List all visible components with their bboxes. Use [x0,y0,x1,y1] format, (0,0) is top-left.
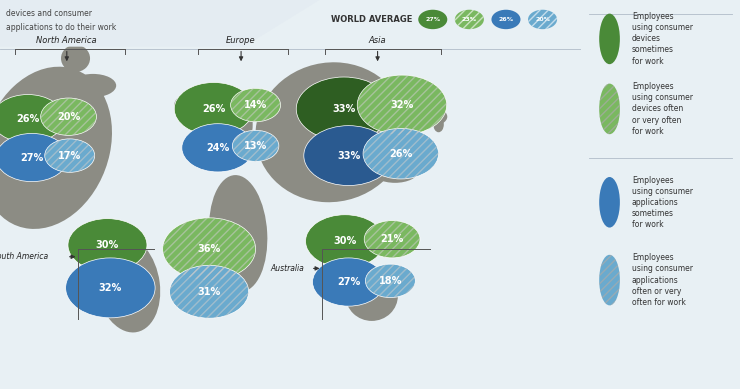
Circle shape [491,10,520,29]
Ellipse shape [371,159,418,183]
Ellipse shape [235,97,276,121]
Text: 27%: 27% [425,17,440,22]
Circle shape [41,98,96,135]
Ellipse shape [412,107,447,126]
Circle shape [364,221,420,258]
Circle shape [232,130,279,161]
Text: 26%: 26% [499,17,514,22]
Text: 30%: 30% [334,236,357,246]
Text: 21%: 21% [380,234,404,244]
Circle shape [0,133,68,182]
Text: 20%: 20% [535,17,550,22]
Circle shape [169,265,249,318]
Circle shape [66,258,155,318]
Circle shape [182,124,254,172]
Text: 20%: 20% [57,112,80,122]
Text: North America: North America [36,36,97,46]
Circle shape [366,264,415,298]
Text: Employees
using consumer
applications
often or very
often for work: Employees using consumer applications of… [632,253,693,307]
Text: 27%: 27% [20,152,44,163]
Text: 31%: 31% [198,287,221,297]
Ellipse shape [201,89,252,159]
Text: Employees
using consumer
applications
sometimes
for work: Employees using consumer applications so… [632,175,693,229]
Circle shape [68,219,147,272]
Text: 26%: 26% [389,149,412,159]
Text: 27%: 27% [337,277,360,287]
Circle shape [163,218,255,280]
Text: 30%: 30% [96,240,119,250]
Ellipse shape [209,175,267,292]
Text: applications to do their work: applications to do their work [6,23,116,32]
Ellipse shape [346,270,398,321]
Circle shape [231,88,280,122]
Ellipse shape [61,45,90,72]
Circle shape [418,10,447,29]
Ellipse shape [175,95,198,115]
Text: 14%: 14% [244,100,267,110]
Ellipse shape [95,235,161,333]
Circle shape [0,95,64,143]
Text: 26%: 26% [202,104,226,114]
Ellipse shape [70,74,116,97]
Circle shape [304,126,393,186]
Circle shape [599,177,620,228]
Text: devices and consumer: devices and consumer [6,9,92,18]
Text: 17%: 17% [58,151,81,161]
Text: 32%: 32% [98,283,122,293]
Text: 24%: 24% [206,143,229,153]
Text: 18%: 18% [379,276,402,286]
Text: 23%: 23% [462,17,477,22]
Ellipse shape [0,67,112,229]
Polygon shape [0,0,320,47]
Text: 33%: 33% [337,151,360,161]
Circle shape [296,77,391,141]
Text: 33%: 33% [332,104,355,114]
Text: Employees
using consumer
devices often
or very often
for work: Employees using consumer devices often o… [632,82,693,136]
Text: 32%: 32% [391,100,414,110]
Circle shape [312,258,385,306]
Ellipse shape [434,117,444,132]
Text: Employees
using consumer
devices
sometimes
for work: Employees using consumer devices sometim… [632,12,693,66]
Circle shape [175,82,253,135]
Ellipse shape [255,62,407,202]
Circle shape [599,14,620,64]
Text: 13%: 13% [244,141,267,151]
Circle shape [44,139,95,172]
Text: Europe: Europe [226,36,256,46]
Circle shape [363,128,439,179]
Text: South America: South America [0,252,48,261]
Text: 36%: 36% [198,244,221,254]
Circle shape [599,255,620,305]
Circle shape [455,10,484,29]
Circle shape [528,10,557,29]
Text: Australia: Australia [271,264,304,273]
Text: 26%: 26% [16,114,39,124]
Circle shape [357,75,447,135]
Ellipse shape [9,171,38,202]
Text: Asia: Asia [369,36,386,46]
Text: WORLD AVERAGE: WORLD AVERAGE [331,15,412,24]
Circle shape [599,84,620,134]
Circle shape [306,215,385,268]
